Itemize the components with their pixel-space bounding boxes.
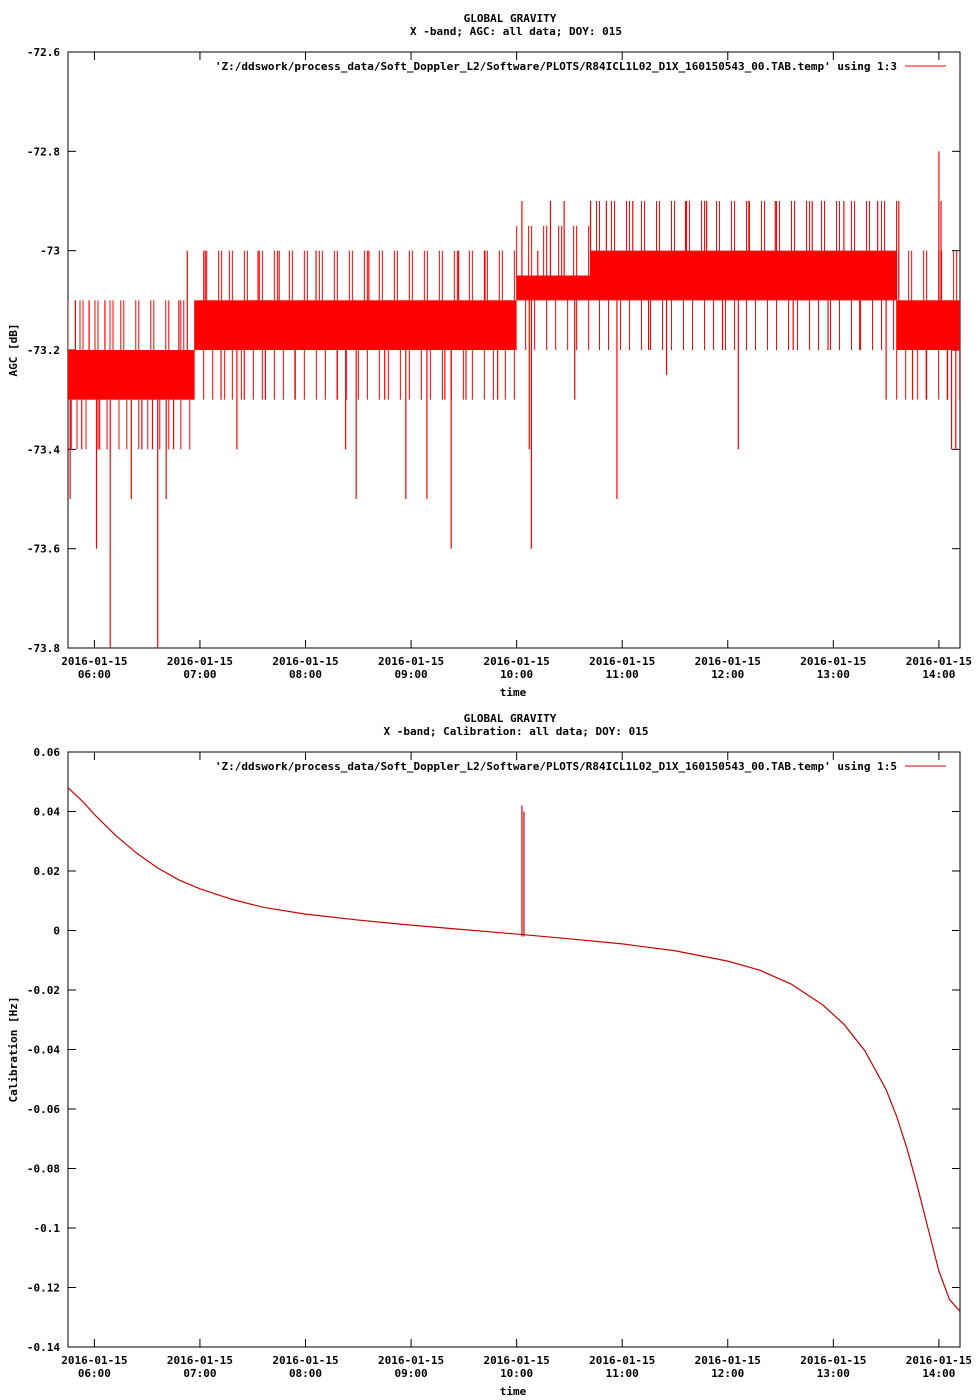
x-tick-date: 2016-01-15: [272, 655, 338, 668]
y-tick-label: -0.12: [27, 1282, 60, 1295]
x-tick-date: 2016-01-15: [589, 1354, 655, 1367]
x-tick-time: 13:00: [817, 1367, 850, 1380]
chart-subtitle: X -band; AGC: all data; DOY: 015: [410, 25, 622, 38]
y-tick-label: -0.02: [27, 984, 60, 997]
chart-title: GLOBAL GRAVITY: [464, 12, 557, 25]
y-tick-label: -73.8: [27, 642, 60, 655]
x-tick-time: 12:00: [711, 668, 744, 681]
x-tick-time: 09:00: [395, 668, 428, 681]
y-tick-label: -72.6: [27, 46, 60, 59]
x-tick-date: 2016-01-15: [695, 655, 761, 668]
agc-band: [226, 300, 517, 350]
x-tick-time: 07:00: [183, 668, 216, 681]
x-axis-label: time: [500, 1385, 527, 1398]
y-tick-label: 0.02: [34, 865, 61, 878]
x-tick-time: 14:00: [922, 668, 955, 681]
x-tick-date: 2016-01-15: [906, 655, 972, 668]
x-tick-date: 2016-01-15: [800, 655, 866, 668]
y-tick-label: -0.14: [27, 1341, 60, 1354]
x-tick-time: 11:00: [606, 668, 639, 681]
x-tick-date: 2016-01-15: [167, 1354, 233, 1367]
agc-band: [896, 300, 960, 350]
x-tick-time: 08:00: [289, 668, 322, 681]
x-tick-date: 2016-01-15: [167, 655, 233, 668]
y-tick-label: 0.04: [34, 806, 61, 819]
legend-label: 'Z:/ddswork/process_data/Soft_Doppler_L2…: [215, 60, 897, 73]
y-axis-label: AGC [dB]: [7, 324, 20, 377]
legend-label: 'Z:/ddswork/process_data/Soft_Doppler_L2…: [215, 760, 897, 773]
y-tick-label: 0: [53, 925, 60, 938]
x-tick-date: 2016-01-15: [378, 655, 444, 668]
x-tick-date: 2016-01-15: [695, 1354, 761, 1367]
y-tick-label: -73.2: [27, 344, 60, 357]
y-tick-label: -73.4: [27, 443, 60, 456]
plot-frame: [67, 751, 961, 1348]
x-tick-time: 12:00: [711, 1367, 744, 1380]
x-tick-date: 2016-01-15: [484, 655, 550, 668]
x-tick-date: 2016-01-15: [906, 1354, 972, 1367]
x-tick-date: 2016-01-15: [61, 1354, 127, 1367]
calibration-line: [68, 787, 960, 1312]
y-tick-label: -0.04: [27, 1044, 60, 1057]
x-tick-time: 06:00: [78, 668, 111, 681]
y-tick-label: -72.8: [27, 145, 60, 158]
chart-title: GLOBAL GRAVITY: [464, 712, 557, 725]
y-tick-label: -73: [40, 245, 60, 258]
x-tick-time: 09:00: [395, 1367, 428, 1380]
x-tick-time: 07:00: [183, 1367, 216, 1380]
y-tick-label: -73.6: [27, 543, 60, 556]
y-tick-label: -0.06: [27, 1103, 60, 1116]
y-tick-label: 0.06: [34, 746, 61, 759]
agc-band: [194, 300, 227, 350]
plot-area: [68, 787, 960, 1312]
x-tick-date: 2016-01-15: [800, 1354, 866, 1367]
y-tick-label: -0.08: [27, 1163, 60, 1176]
x-tick-date: 2016-01-15: [484, 1354, 550, 1367]
x-tick-time: 08:00: [289, 1367, 322, 1380]
x-tick-time: 13:00: [817, 668, 850, 681]
x-tick-date: 2016-01-15: [378, 1354, 444, 1367]
plot-area: [68, 151, 960, 648]
y-tick-label: -0.1: [34, 1222, 61, 1235]
x-tick-date: 2016-01-15: [589, 655, 655, 668]
x-tick-time: 10:00: [500, 1367, 533, 1380]
chart-subtitle: X -band; Calibration: all data; DOY: 015: [384, 725, 649, 738]
x-tick-time: 06:00: [78, 1367, 111, 1380]
x-tick-time: 14:00: [922, 1367, 955, 1380]
x-tick-time: 10:00: [500, 668, 533, 681]
x-tick-date: 2016-01-15: [61, 655, 127, 668]
y-axis-label: Calibration [Hz]: [7, 997, 20, 1103]
x-tick-time: 11:00: [606, 1367, 639, 1380]
x-axis-label: time: [500, 686, 527, 699]
x-tick-date: 2016-01-15: [272, 1354, 338, 1367]
